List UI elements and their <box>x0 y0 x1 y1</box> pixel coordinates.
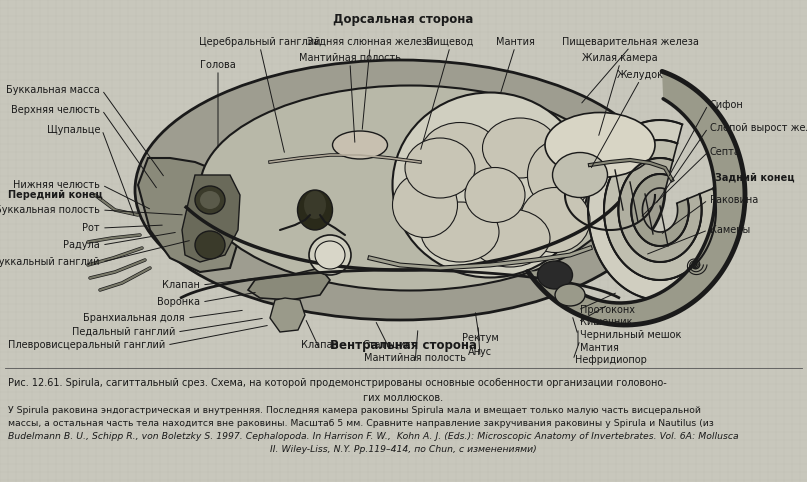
Text: Передний конец: Передний конец <box>8 190 102 200</box>
Text: Камеры: Камеры <box>710 225 751 235</box>
Text: Пищевод: Пищевод <box>426 37 474 47</box>
Text: II. Wiley-Liss, N.Y. Pp.119–414, по Chun, с изменениями): II. Wiley-Liss, N.Y. Pp.119–414, по Chun… <box>270 445 537 454</box>
Text: Пищеварительная железа: Пищеварительная железа <box>562 37 698 47</box>
Ellipse shape <box>555 284 585 306</box>
Text: Щупальце: Щупальце <box>47 125 100 135</box>
Ellipse shape <box>545 112 655 177</box>
Text: Мантийная полость: Мантийная полость <box>364 353 466 363</box>
Text: У Spirula раковина эндогастрическая и внутренняя. Последняя камера раковины Spir: У Spirula раковина эндогастрическая и вн… <box>8 406 701 415</box>
Text: Протоконх: Протоконх <box>580 305 635 315</box>
Ellipse shape <box>553 152 608 198</box>
Ellipse shape <box>470 209 550 267</box>
Text: Буккальный ганглий: Буккальный ганглий <box>0 257 100 267</box>
Ellipse shape <box>309 235 351 275</box>
Text: Дорсальная сторона: Дорсальная сторона <box>332 13 473 27</box>
Text: Вентральная сторона: Вентральная сторона <box>329 338 476 351</box>
Ellipse shape <box>483 118 558 178</box>
Text: Плевровисцеральный ганглий: Плевровисцеральный ганглий <box>8 340 165 350</box>
Ellipse shape <box>537 261 572 289</box>
Text: Сифон: Сифон <box>710 100 744 110</box>
Text: Педальный ганглий: Педальный ганглий <box>72 327 175 337</box>
Ellipse shape <box>135 60 665 320</box>
Ellipse shape <box>332 131 387 159</box>
Ellipse shape <box>528 140 592 210</box>
Text: Мантия: Мантия <box>495 37 534 47</box>
Ellipse shape <box>195 186 225 214</box>
Ellipse shape <box>195 231 225 259</box>
Text: Жилая камера: Жилая камера <box>582 53 658 63</box>
Ellipse shape <box>200 191 220 209</box>
Text: Голова: Голова <box>200 60 236 70</box>
Text: Рис. 12.61. Spirula, сагиттальный срез. Схема, на которой продемонстрированы осн: Рис. 12.61. Spirula, сагиттальный срез. … <box>8 378 667 388</box>
Text: Нефридиопор: Нефридиопор <box>575 355 647 365</box>
Text: массы, а остальная часть тела находится вне раковины. Масштаб 5 мм. Сравните нап: массы, а остальная часть тела находится … <box>8 419 713 428</box>
Ellipse shape <box>315 241 345 269</box>
Polygon shape <box>138 158 240 272</box>
Text: Клапан: Клапан <box>301 340 339 350</box>
Text: Budelmann B. U., Schipp R., von Boletzky S. 1997. Cephalopoda. In Harrison F. W.: Budelmann B. U., Schipp R., von Boletzky… <box>8 432 738 441</box>
Text: Церебральный ганглий: Церебральный ганглий <box>199 37 320 47</box>
Ellipse shape <box>405 138 475 198</box>
Ellipse shape <box>200 85 620 291</box>
Text: Мантия: Мантия <box>580 343 619 353</box>
Text: Мантийная полость: Мантийная полость <box>299 53 401 63</box>
Text: Чернильный мешок: Чернильный мешок <box>580 330 681 340</box>
Polygon shape <box>528 71 745 325</box>
Ellipse shape <box>421 202 499 262</box>
Ellipse shape <box>304 191 326 219</box>
Text: Задняя слюнная железа: Задняя слюнная железа <box>307 37 433 47</box>
Polygon shape <box>604 140 716 280</box>
Polygon shape <box>248 268 330 300</box>
Polygon shape <box>588 120 732 300</box>
Text: Бранхиальная доля: Бранхиальная доля <box>83 313 185 323</box>
Text: Раковина: Раковина <box>710 195 759 205</box>
Ellipse shape <box>298 190 332 230</box>
Text: Рот: Рот <box>82 223 100 233</box>
Polygon shape <box>631 174 689 246</box>
Text: Радула: Радула <box>63 240 100 250</box>
Text: Воронка: Воронка <box>157 297 200 307</box>
Polygon shape <box>270 298 305 332</box>
Text: Статоцист: Статоцист <box>363 340 417 350</box>
Text: Ректум: Ректум <box>462 333 499 343</box>
Text: Желудок: Желудок <box>617 70 663 80</box>
Text: Септа: Септа <box>710 147 741 157</box>
Text: Анус: Анус <box>468 347 492 357</box>
Text: Задний конец: Задний конец <box>715 173 795 183</box>
Polygon shape <box>182 175 240 262</box>
Text: Верхняя челюсть: Верхняя челюсть <box>11 105 100 115</box>
Text: гих моллюсков.: гих моллюсков. <box>363 393 443 403</box>
Text: Нижняя челюсть: Нижняя челюсть <box>13 180 100 190</box>
Ellipse shape <box>392 93 587 278</box>
Text: Клапан: Клапан <box>162 280 200 290</box>
Ellipse shape <box>465 168 525 223</box>
Polygon shape <box>618 158 701 262</box>
Text: Кишечник: Кишечник <box>580 317 633 327</box>
Ellipse shape <box>392 173 458 238</box>
Text: Буккальная масса: Буккальная масса <box>6 85 100 95</box>
Ellipse shape <box>420 122 500 187</box>
Text: Буккальная полость: Буккальная полость <box>0 205 100 215</box>
Ellipse shape <box>520 187 590 253</box>
Text: Слепой вырост желудка: Слепой вырост желудка <box>710 123 807 133</box>
